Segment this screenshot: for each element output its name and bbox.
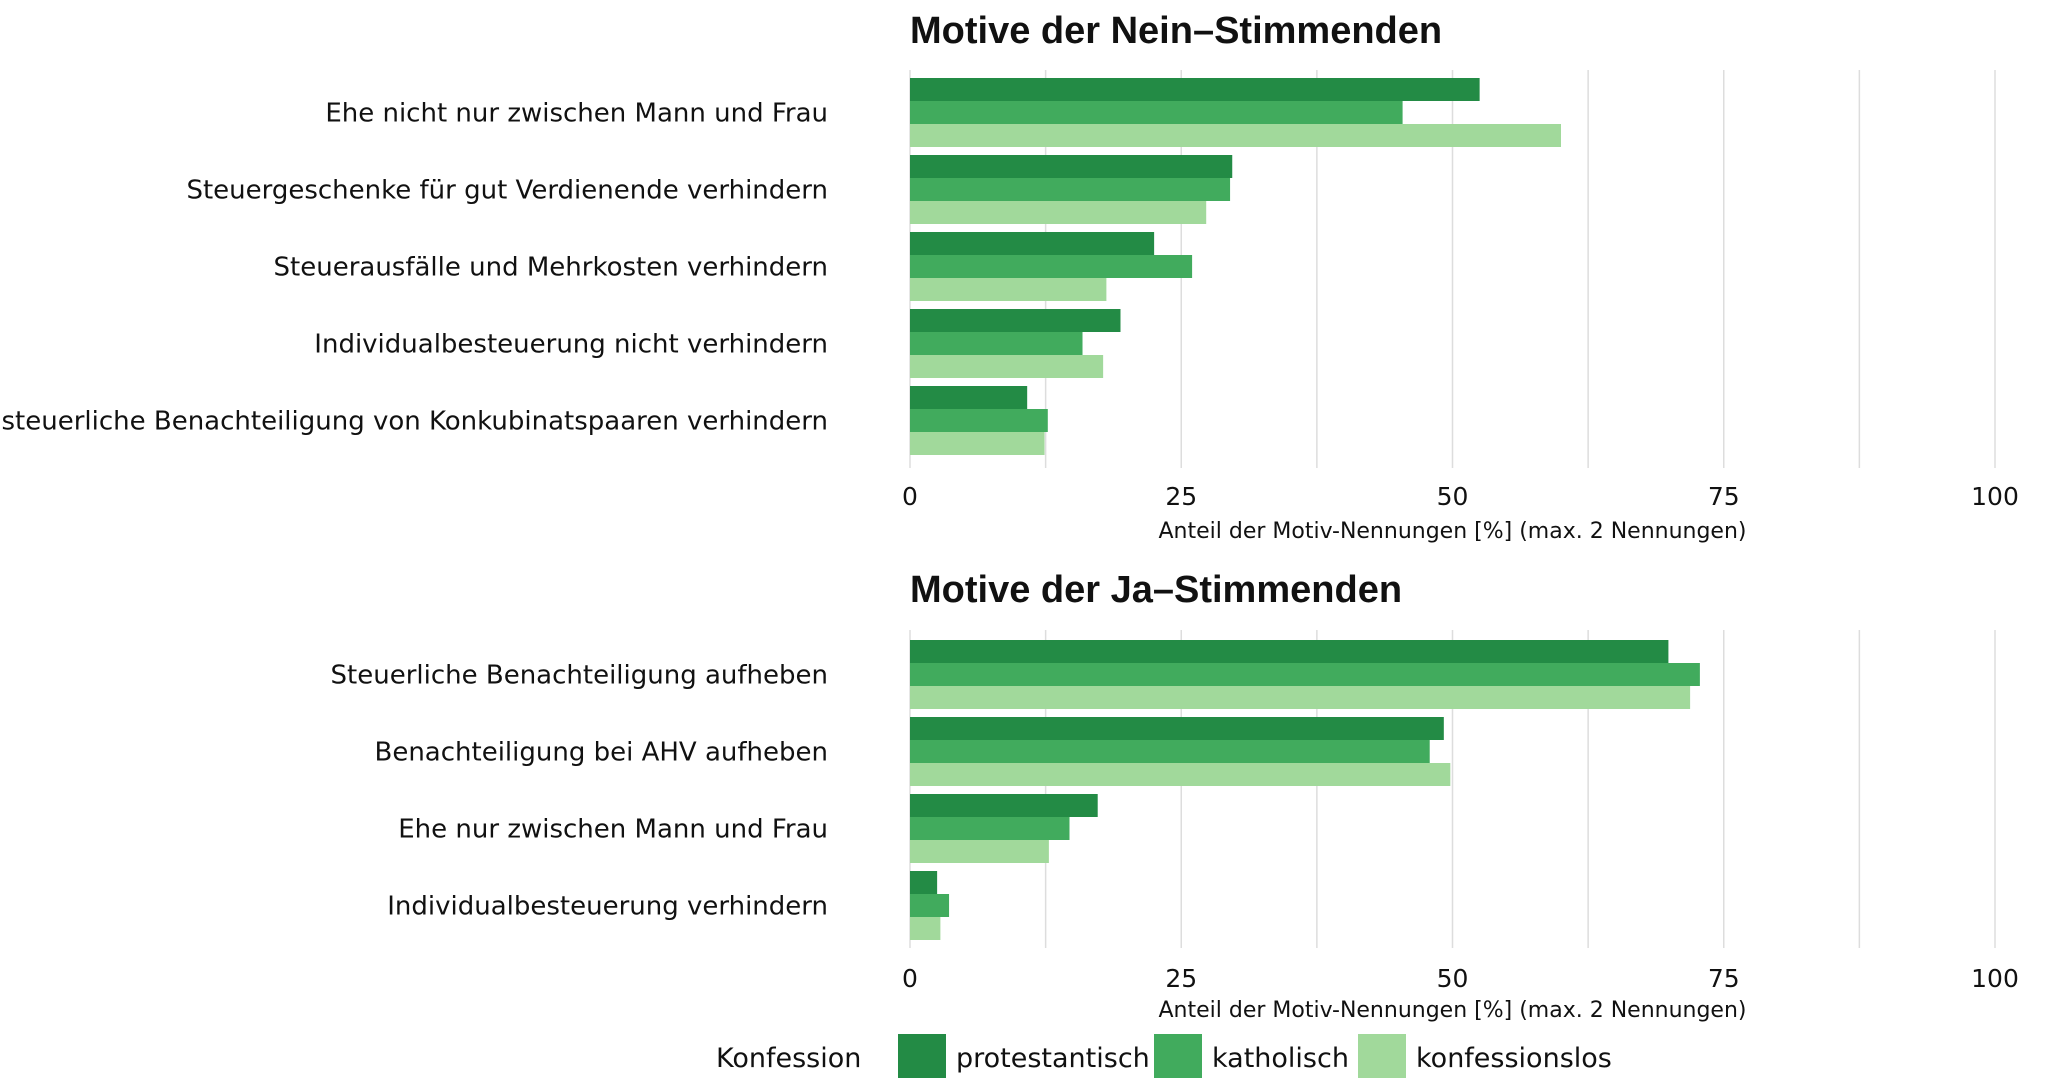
legend-label-katholisch: katholisch: [1212, 1043, 1349, 1074]
bar-konfessionslos-4: [910, 432, 1045, 455]
bar-konfessionslos-3: [910, 355, 1104, 378]
bar-protestantisch-1: [910, 155, 1233, 178]
bar-katholisch-3: [910, 332, 1083, 355]
legend: Konfession protestantisch katholisch kon…: [716, 1034, 1612, 1078]
bar-katholisch-2: [910, 817, 1070, 840]
legend-title: Konfession: [716, 1043, 861, 1074]
bar-protestantisch-2: [910, 794, 1098, 817]
category-label: Steuerausfälle und Mehrkosten verhindern: [274, 253, 828, 283]
tick-label: 0: [902, 482, 918, 511]
bar-konfessionslos-0: [910, 686, 1691, 709]
bar-katholisch-1: [910, 740, 1430, 763]
bar-protestantisch-0: [910, 640, 1669, 663]
category-label: steuerliche Benachteiligung von Konkubin…: [1, 407, 828, 437]
category-label: Individualbesteuerung nicht verhindern: [314, 330, 828, 360]
bar-katholisch-2: [910, 255, 1193, 278]
tick-label: 75: [1708, 482, 1740, 511]
bar-konfessionslos-1: [910, 201, 1207, 224]
tick-label: 100: [1971, 964, 2019, 993]
bar-konfessionslos-0: [910, 124, 1561, 147]
bar-katholisch-1: [910, 178, 1231, 201]
legend-swatch-katholisch: [1154, 1034, 1202, 1078]
tick-label: 0: [902, 964, 918, 993]
legend-label-konfessionslos: konfessionslos: [1416, 1043, 1612, 1074]
bar-katholisch-0: [910, 101, 1403, 124]
panel-ja: Motive der Ja–Stimmenden Steuerliche Bena…: [331, 569, 2019, 1023]
bar-protestantisch-3: [910, 871, 938, 894]
tick-label: 50: [1437, 482, 1469, 511]
x-axis-label: Anteil der Motiv-Nennungen [%] (max. 2 N…: [1158, 519, 1746, 544]
tick-label: 75: [1708, 964, 1740, 993]
category-label: Individualbesteuerung verhindern: [387, 892, 828, 922]
category-label: Steuergeschenke für gut Verdienende verh…: [186, 176, 828, 206]
bar-konfessionslos-2: [910, 278, 1107, 301]
category-label: Ehe nicht nur zwischen Mann und Frau: [325, 99, 828, 129]
bar-konfessionslos-1: [910, 763, 1451, 786]
category-label: Steuerliche Benachteiligung aufheben: [331, 661, 828, 691]
bar-protestantisch-2: [910, 232, 1155, 255]
tick-label: 100: [1971, 482, 2019, 511]
bar-katholisch-4: [910, 409, 1048, 432]
panel-nein: Motive der Nein–Stimmenden Ehe nicht nur …: [1, 10, 2018, 544]
legend-swatch-protestantisch: [898, 1034, 946, 1078]
tick-label: 25: [1165, 964, 1197, 993]
bar-katholisch-3: [910, 894, 950, 917]
bar-protestantisch-1: [910, 717, 1444, 740]
legend-label-protestantisch: protestantisch: [956, 1043, 1150, 1074]
bar-katholisch-0: [910, 663, 1700, 686]
category-label: Ehe nur zwischen Mann und Frau: [398, 815, 828, 845]
bar-protestantisch-3: [910, 309, 1121, 332]
tick-label: 50: [1437, 964, 1469, 993]
chart-title: Motive der Ja–Stimmenden: [910, 569, 1402, 611]
bar-konfessionslos-3: [910, 917, 941, 940]
bar-konfessionslos-2: [910, 840, 1049, 863]
bar-protestantisch-0: [910, 78, 1480, 101]
tick-label: 25: [1165, 482, 1197, 511]
category-label: Benachteiligung bei AHV aufheben: [374, 738, 828, 768]
legend-swatch-konfessionslos: [1358, 1034, 1406, 1078]
x-axis-label: Anteil der Motiv-Nennungen [%] (max. 2 N…: [1158, 998, 1746, 1023]
bar-protestantisch-4: [910, 386, 1028, 409]
chart-title: Motive der Nein–Stimmenden: [910, 10, 1442, 52]
